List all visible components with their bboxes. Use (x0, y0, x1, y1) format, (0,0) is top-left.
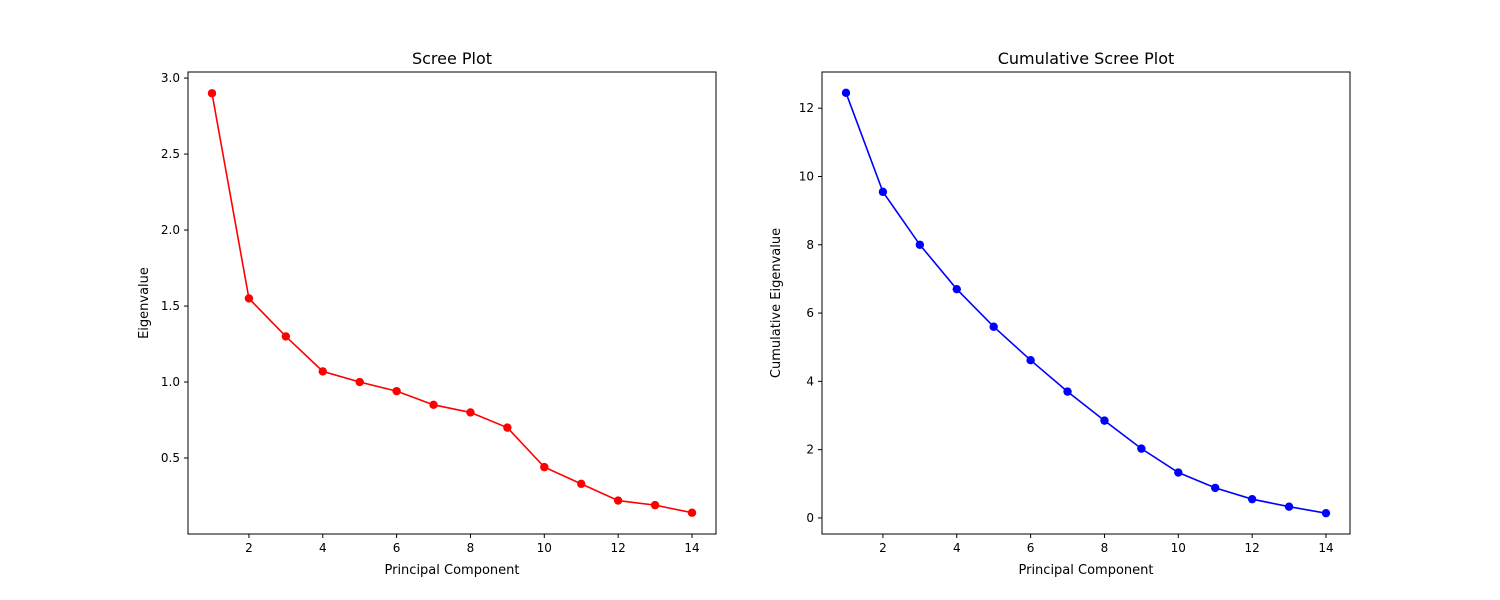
x-tick-label: 8 (1101, 541, 1109, 555)
plot-frame (187, 71, 717, 535)
data-point (1211, 483, 1220, 493)
cumulative-scree-plot-panel: Cumulative Scree Plot 2 4 6 8 10 12 14 0 2 4 6 8 10 12… (769, 49, 1351, 578)
y-tick-label: 3.0 (161, 71, 180, 85)
plot-frame (821, 71, 1351, 535)
data-point (207, 89, 217, 98)
y-tick-label: 6 (806, 306, 814, 320)
data-point (841, 88, 851, 98)
x-tick-label: 6 (1027, 541, 1035, 555)
data-point (392, 386, 401, 396)
y-tick-label: 1.5 (161, 299, 180, 313)
x-tick-label: 2 (879, 541, 887, 555)
data-point (915, 240, 925, 249)
x-tick-label: 12 (1245, 541, 1260, 555)
y-tick-label: 0 (806, 511, 814, 525)
data-point (687, 508, 697, 517)
chart-title: Scree Plot (412, 49, 492, 68)
data-point (540, 462, 549, 472)
series-line (211, 93, 693, 514)
y-tick-label: 0.5 (161, 451, 180, 465)
data-point (1284, 502, 1294, 511)
y-tick-label: 2 (806, 443, 814, 457)
data-point (318, 367, 327, 376)
x-tick-label: 4 (319, 541, 327, 555)
data-point (281, 332, 291, 341)
data-point (613, 496, 623, 505)
x-tick-label: 10 (537, 541, 552, 555)
x-tick-label: 8 (467, 541, 475, 555)
y-axis-label: Eigenvalue (137, 267, 152, 339)
x-tick-label: 14 (1318, 541, 1333, 555)
x-tick-label: 6 (393, 541, 401, 555)
data-point (466, 408, 475, 417)
y-tick-label: 2.5 (161, 147, 180, 161)
x-tick-label: 2 (245, 541, 253, 555)
x-tick-label: 12 (611, 541, 626, 555)
data-point (952, 284, 961, 294)
data-point (1137, 444, 1146, 453)
y-axis-label: Cumulative Eigenvalue (769, 228, 784, 378)
data-point (989, 322, 998, 331)
x-tick-label: 4 (953, 541, 961, 555)
y-tick-label: 1.0 (161, 375, 180, 389)
data-point (1063, 387, 1072, 396)
data-point (503, 423, 512, 432)
x-tick-label: 10 (1171, 541, 1186, 555)
y-tick-label: 2.0 (161, 223, 180, 237)
x-tick-label: 14 (684, 541, 699, 555)
data-point (577, 479, 586, 489)
data-point (1026, 355, 1035, 365)
data-point (1174, 468, 1183, 477)
data-point (878, 187, 888, 197)
y-tick-label: 4 (806, 374, 814, 388)
x-axis-label: Principal Component (1018, 563, 1153, 578)
y-tick-label: 8 (806, 238, 814, 252)
chart-title: Cumulative Scree Plot (998, 49, 1175, 68)
data-point (650, 500, 660, 510)
data-point (1100, 416, 1109, 425)
y-tick-label: 10 (799, 169, 814, 183)
data-point (244, 294, 254, 303)
data-point (1321, 508, 1331, 518)
y-tick-label: 12 (799, 101, 814, 115)
scree-plot-panel: Scree Plot 2 4 6 8 10 12 14 0.5 1.0 1.5 2.0 2.5 3.0 Pr… (137, 49, 717, 578)
data-point (355, 377, 364, 387)
data-point (429, 400, 438, 410)
series-line (845, 92, 1327, 514)
x-axis-label: Principal Component (384, 563, 519, 578)
data-point (1247, 494, 1257, 504)
